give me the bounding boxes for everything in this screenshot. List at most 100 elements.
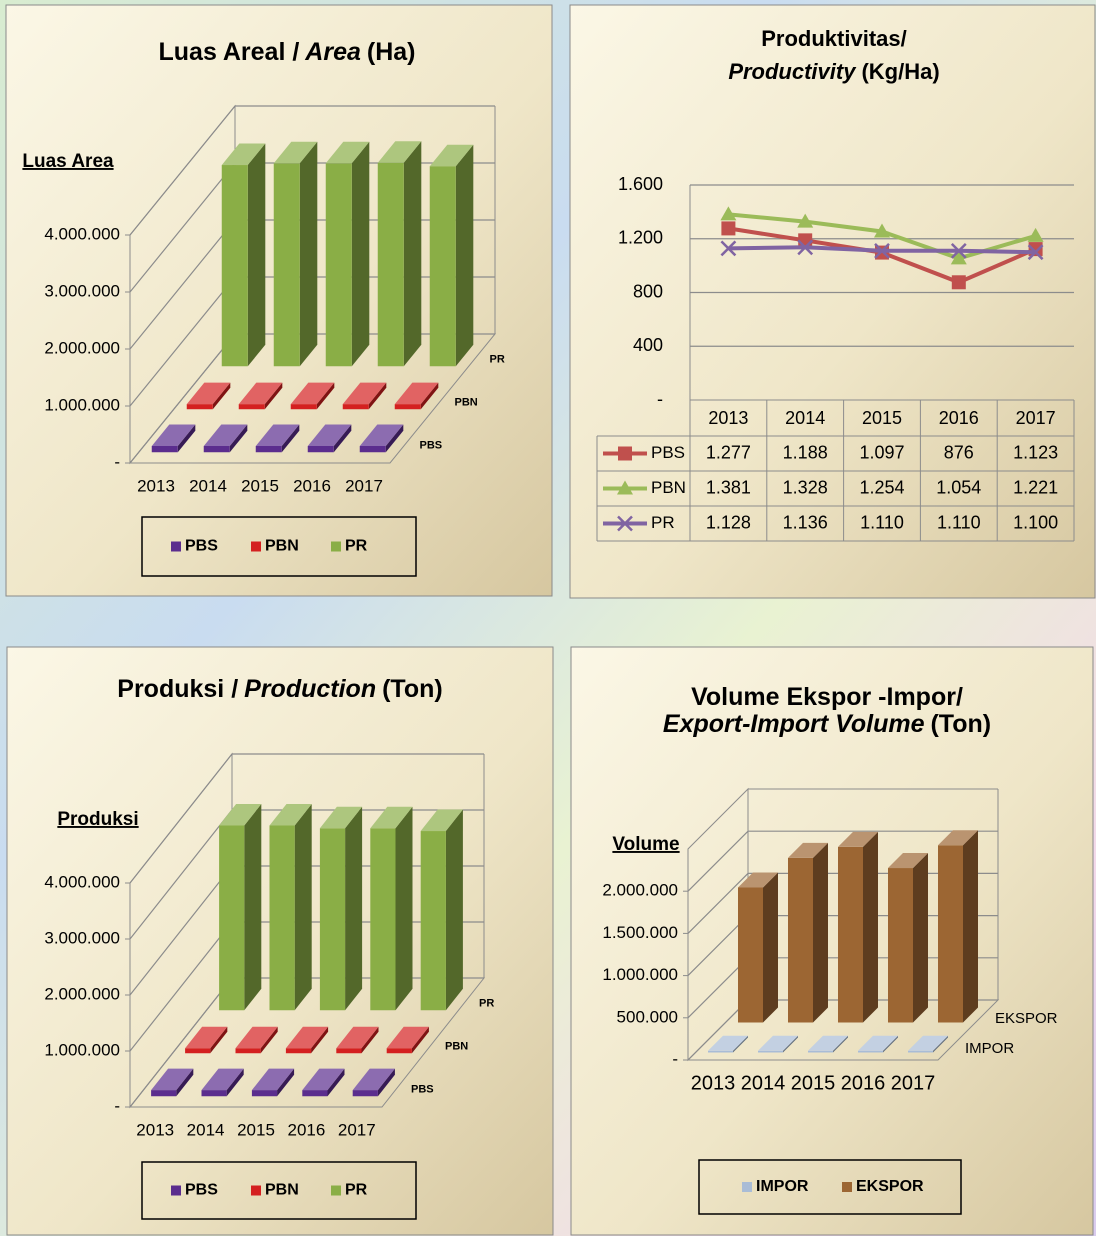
legend-swatch [331,1185,341,1196]
legend-swatch [251,541,261,552]
depth-label: PBS [420,439,443,451]
title-part: (Ton) [930,710,991,738]
table-value: 876 [944,442,974,462]
chart-title: Volume Ekspor -Impor/ [691,683,963,711]
bar-top [420,809,463,831]
legend-label: PBN [265,1182,299,1199]
bar [273,141,318,367]
y-tick-label: 1.000.000 [44,1040,120,1059]
y-axis-label: Produksi [57,809,138,830]
bar [758,1035,798,1053]
x-tick-label: 2015 [862,408,902,428]
title-part: (Ton) [382,675,443,703]
bar [238,382,283,410]
table-value: 1.110 [937,512,981,532]
table-value: 1.123 [1013,442,1058,462]
bar-front [429,166,456,367]
bar-front [251,1090,278,1097]
bar-side [833,1035,848,1053]
bar-top [269,804,312,826]
bar [336,1026,379,1054]
legend-box [141,516,417,577]
bar-top [255,424,300,446]
bar-side [377,1068,395,1097]
legend-swatch [842,1182,852,1192]
bar-top [238,382,283,405]
bar [352,1068,395,1097]
table-value: 1.277 [706,442,751,462]
y-axis-label: Luas Area [22,151,114,172]
y-tick-label: 1.000.000 [602,965,678,984]
bar [319,806,363,1011]
bar-side [361,1026,379,1054]
title-part: Volume Ekspor -Impor/ [691,683,963,711]
bar-front [201,1090,227,1097]
y-tick-label: - [114,452,120,471]
bar-top [758,1035,798,1051]
legend-swatch [171,541,181,552]
bar-side [763,872,778,1023]
bar-side [445,809,463,1011]
bar-top [908,1035,948,1051]
bar-front [307,445,334,453]
bar-front [255,445,282,453]
bar [290,382,335,410]
bar [269,804,312,1011]
table-value: 1.100 [1013,512,1058,532]
y-tick-label: 2.000.000 [44,338,120,357]
bar [251,1068,295,1097]
bar-side [411,1026,429,1054]
table-value: 1.097 [859,442,904,462]
bar-top [201,1068,244,1091]
title-part: Produksi / [117,675,238,703]
marker [617,515,633,532]
x-tick-label: 2016 [293,476,331,495]
bar [888,853,928,1023]
bar [235,1026,278,1054]
bar-front [394,404,421,410]
x-tick-label: 2017 [338,1120,376,1139]
legend-swatch [171,1185,181,1196]
legend-label: PBS [651,443,685,462]
bar-side [455,144,474,367]
bar-top [429,144,474,167]
bar-side [294,804,312,1011]
bar-side [229,424,248,453]
bar-side [247,143,266,367]
bar-top [285,1026,329,1049]
bar-front [235,1048,261,1054]
marker [721,221,736,236]
x-tick-label: 2015 [791,1072,836,1094]
bar [255,424,300,453]
bar-front [151,1090,177,1097]
depth-label: PBS [411,1083,434,1095]
bar-top [235,1026,278,1049]
depth-label: PR [479,997,494,1009]
bar-front [273,163,300,367]
bar-side [311,1026,329,1054]
bar [908,1035,948,1053]
bar-side [863,831,878,1023]
bar-front [151,445,178,453]
bar-top [377,141,422,163]
bar-side [913,853,928,1023]
bar-side [333,424,352,453]
bar-front [370,828,396,1011]
panel [570,646,1094,1236]
bar [203,424,248,453]
bar [708,1035,748,1053]
bar-top [319,806,363,829]
bar [342,382,387,410]
bar [359,424,404,453]
legend-box [698,1159,962,1215]
y-tick-label: 3.000.000 [44,281,120,300]
bar-side [403,141,422,367]
bar-top [251,1068,295,1091]
legend-label: PBN [651,478,686,497]
table-value: 1.381 [706,477,751,497]
marker [950,250,967,265]
bar [185,1026,228,1054]
bar-side [177,424,196,453]
bar-front [420,831,446,1011]
bar-front [342,404,369,410]
